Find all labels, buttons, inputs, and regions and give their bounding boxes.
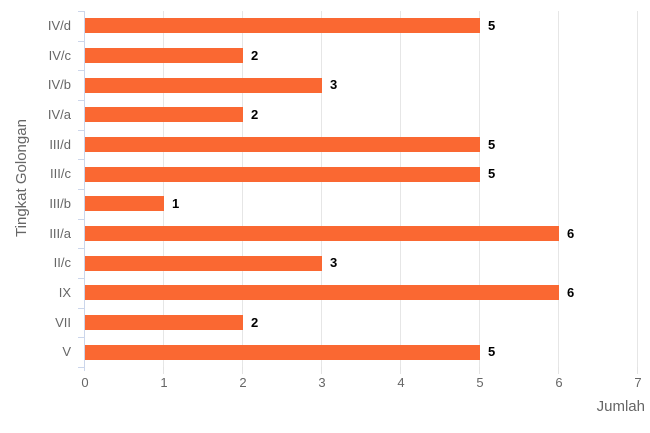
gridline (242, 11, 243, 367)
category-label: II/c (53, 255, 71, 270)
bar[interactable] (85, 285, 559, 300)
x-axis-tick (321, 367, 322, 374)
y-axis-tick (78, 100, 84, 101)
y-axis-tick (78, 308, 84, 309)
category-label: III/a (49, 226, 71, 241)
x-axis-tick (479, 367, 480, 374)
y-axis-tick (78, 130, 84, 131)
x-axis-tick (163, 367, 164, 374)
y-axis-tick (78, 367, 84, 368)
bar[interactable] (85, 196, 164, 211)
bar-value-label: 3 (330, 77, 338, 92)
category-label: IV/d (47, 18, 71, 33)
gridline (479, 11, 480, 367)
x-tick-label: 0 (81, 375, 89, 390)
bar[interactable] (85, 167, 480, 182)
category-label: III/b (49, 196, 71, 211)
x-tick-label: 5 (476, 375, 484, 390)
bar-value-label: 2 (251, 107, 259, 122)
x-tick-label: 3 (318, 375, 326, 390)
bar-value-label: 2 (251, 315, 259, 330)
gridline (163, 11, 164, 367)
category-label: III/c (50, 166, 71, 181)
y-axis-tick (78, 337, 84, 338)
y-axis-tick (78, 11, 84, 12)
category-label: IX (58, 285, 71, 300)
bar-value-label: 5 (488, 137, 496, 152)
category-label: V (62, 344, 71, 359)
bar-value-label: 6 (567, 285, 575, 300)
bar[interactable] (85, 107, 243, 122)
category-label: IV/a (47, 107, 71, 122)
y-axis-tick (78, 189, 84, 190)
x-axis-title: Jumlah (596, 398, 645, 415)
gridline (558, 11, 559, 367)
bar[interactable] (85, 48, 243, 63)
category-label: IV/c (48, 48, 71, 63)
gridline (637, 11, 638, 367)
y-axis-line (84, 11, 85, 371)
y-axis-tick (78, 248, 84, 249)
gridline (400, 11, 401, 367)
y-axis-tick (78, 278, 84, 279)
bar[interactable] (85, 137, 480, 152)
y-axis-tick (78, 41, 84, 42)
x-tick-label: 4 (397, 375, 405, 390)
category-label: III/d (49, 137, 71, 152)
x-tick-label: 1 (160, 375, 168, 390)
bar-value-label: 5 (488, 344, 496, 359)
x-tick-label: 2 (239, 375, 247, 390)
x-axis-tick (242, 367, 243, 374)
x-axis-tick (637, 367, 638, 374)
x-tick-label: 6 (555, 375, 563, 390)
x-tick-label: 7 (634, 375, 642, 390)
x-axis-tick (558, 367, 559, 374)
bar[interactable] (85, 18, 480, 33)
gridline (321, 11, 322, 367)
bar[interactable] (85, 226, 559, 241)
bar-value-label: 6 (567, 226, 575, 241)
bar-value-label: 5 (488, 166, 496, 181)
y-axis-tick (78, 159, 84, 160)
y-axis-tick (78, 70, 84, 71)
category-label: IV/b (47, 77, 71, 92)
y-axis-tick (78, 219, 84, 220)
bar-value-label: 1 (172, 196, 180, 211)
x-axis-tick (400, 367, 401, 374)
bar-value-label: 3 (330, 255, 338, 270)
bar-value-label: 5 (488, 18, 496, 33)
bar[interactable] (85, 256, 322, 271)
bar[interactable] (85, 345, 480, 360)
category-label: VII (55, 315, 71, 330)
bar[interactable] (85, 78, 322, 93)
bar-value-label: 2 (251, 48, 259, 63)
bar[interactable] (85, 315, 243, 330)
